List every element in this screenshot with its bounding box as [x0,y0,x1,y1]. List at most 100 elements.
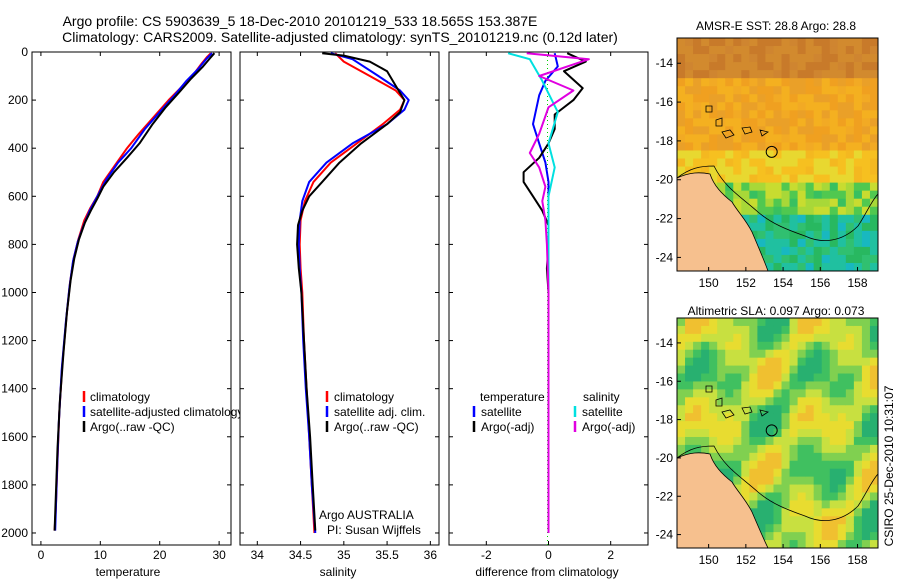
heatmap-cell [757,373,767,383]
heatmap-cell [789,262,799,271]
heatmap-cell [725,54,734,63]
heatmap-cell [789,468,799,478]
series-line-argo [53,52,216,531]
heatmap-cell [677,86,686,95]
heatmap-cell [813,246,823,256]
heatmap-cell [757,349,767,359]
heatmap-cell [781,102,791,111]
heatmap-cell [717,444,726,454]
heatmap-cell [789,532,799,541]
heatmap-cell [749,421,758,430]
heatmap-cell [709,46,718,55]
legend-label-temp-satellite: satellite [481,405,522,419]
heatmap-cell [813,484,823,494]
heatmap-cell [677,444,686,454]
heatmap-cell [797,158,807,168]
heatmap-cell [773,460,783,470]
heatmap-cell [677,333,686,343]
heatmap-cell [829,134,839,144]
heatmap-cell [797,436,807,446]
heatmap-cell [845,405,855,414]
heatmap-cell [837,134,847,144]
x-tick-label: 0 [38,548,45,562]
heatmap-cell [717,341,726,351]
heatmap-cell [757,452,767,462]
heatmap-cell [805,86,815,95]
heatmap-cell [789,349,799,359]
heatmap-cell [845,373,855,383]
heatmap-cell [845,444,855,454]
map-x-tick-label: 158 [848,553,868,567]
heatmap-cell [709,397,718,406]
heatmap-cell [693,413,702,422]
heatmap-cell [781,222,791,232]
heatmap-cell [717,397,726,406]
heatmap-cell [829,540,839,548]
heatmap-cell [789,540,799,548]
heatmap-cell [757,516,767,525]
heatmap-cell [677,94,686,103]
heatmap-cell [749,94,758,103]
heatmap-cell [869,118,878,127]
heatmap-cell [813,134,823,144]
heatmap-cell [829,333,839,343]
heatmap-cell [773,492,783,502]
heatmap-cell [693,150,702,160]
heatmap-cell [725,62,734,71]
heatmap-cell [845,492,855,502]
heatmap-cell [757,468,767,478]
heatmap-cell [709,365,718,375]
sla-shelf-contour [677,445,878,548]
heatmap-cell [741,198,750,208]
heatmap-cell [829,357,839,367]
heatmap-cell [837,246,847,256]
heatmap-cell [781,198,791,208]
heatmap-cell [853,381,863,390]
heatmap-cell [693,357,702,367]
heatmap-cell [813,532,823,541]
heatmap-cell [837,405,847,414]
heatmap-cell [829,524,839,533]
heatmap-cell [845,357,855,367]
heatmap-cell [829,318,839,327]
heatmap-cell [725,166,734,176]
heatmap-cell [709,126,718,136]
heatmap-cell [781,492,791,502]
heatmap-cell [845,349,855,359]
heatmap-cell [757,134,767,144]
heatmap-cell [709,357,718,367]
heatmap-cell [725,413,734,422]
heatmap-cell [749,38,758,47]
heatmap-cell [797,540,807,548]
heatmap-cell [861,214,871,224]
heatmap-cell [733,365,742,375]
heatmap-cell [869,190,878,200]
heatmap-cell [813,206,823,216]
heatmap-cell [869,389,878,398]
heatmap-cell [765,381,775,390]
heatmap-cell [765,413,775,422]
heatmap-cell [717,373,726,383]
heatmap-cell [773,476,783,486]
heatmap-cell [853,166,863,176]
heatmap-cell [757,62,767,71]
heatmap-cell [853,54,863,63]
heatmap-cell [805,341,815,351]
heatmap-cell [853,333,863,343]
heatmap-cell [829,532,839,541]
heatmap-cell [781,524,791,533]
heatmap-cell [805,190,815,200]
legend-label-argo: Argo(..raw -QC) [334,420,419,434]
heatmap-cell [701,62,710,71]
heatmap-cell [861,341,871,351]
heatmap-cell [781,86,791,95]
heatmap-cell [781,389,791,398]
heatmap-cell [709,94,718,103]
heatmap-cell [861,142,871,152]
heatmap-cell [813,429,823,438]
heatmap-cell [797,373,807,383]
heatmap-cell [757,86,767,95]
sst-heatmap-cells [677,38,878,271]
heatmap-cell [685,150,694,160]
heatmap-cell [797,110,807,119]
